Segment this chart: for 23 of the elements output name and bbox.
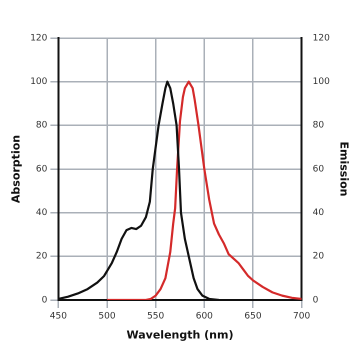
y-tick-label: 80 xyxy=(36,120,48,131)
x-tick-label: 600 xyxy=(196,312,214,322)
y-tick-label: 60 xyxy=(36,164,48,174)
y2-tick-label: 120 xyxy=(312,33,330,44)
y-tick-label: 0 xyxy=(42,295,48,306)
y-tick-label: 40 xyxy=(36,208,48,218)
y2-axis-title: Emission xyxy=(338,142,351,196)
x-tick-label: 550 xyxy=(147,312,165,322)
y-axis-title: Absorption xyxy=(9,134,22,204)
x-tick-label: 450 xyxy=(50,312,68,322)
y2-tick-label: 40 xyxy=(312,208,324,218)
x-tick-label: 700 xyxy=(293,312,310,322)
y2-tick-label: 0 xyxy=(312,295,319,306)
y2-tick-label: 20 xyxy=(312,252,324,262)
x-axis-title: Wavelength (nm) xyxy=(126,328,234,342)
y-tick-label: 20 xyxy=(36,252,48,262)
x-tick-label: 650 xyxy=(244,312,262,322)
y-tick-label: 120 xyxy=(30,33,48,44)
y-tick-label: 100 xyxy=(30,77,48,88)
y2-tick-label: 60 xyxy=(312,164,324,174)
y2-tick-label: 100 xyxy=(312,77,330,88)
y2-tick-label: 80 xyxy=(312,120,324,131)
x-tick-label: 500 xyxy=(98,312,116,322)
